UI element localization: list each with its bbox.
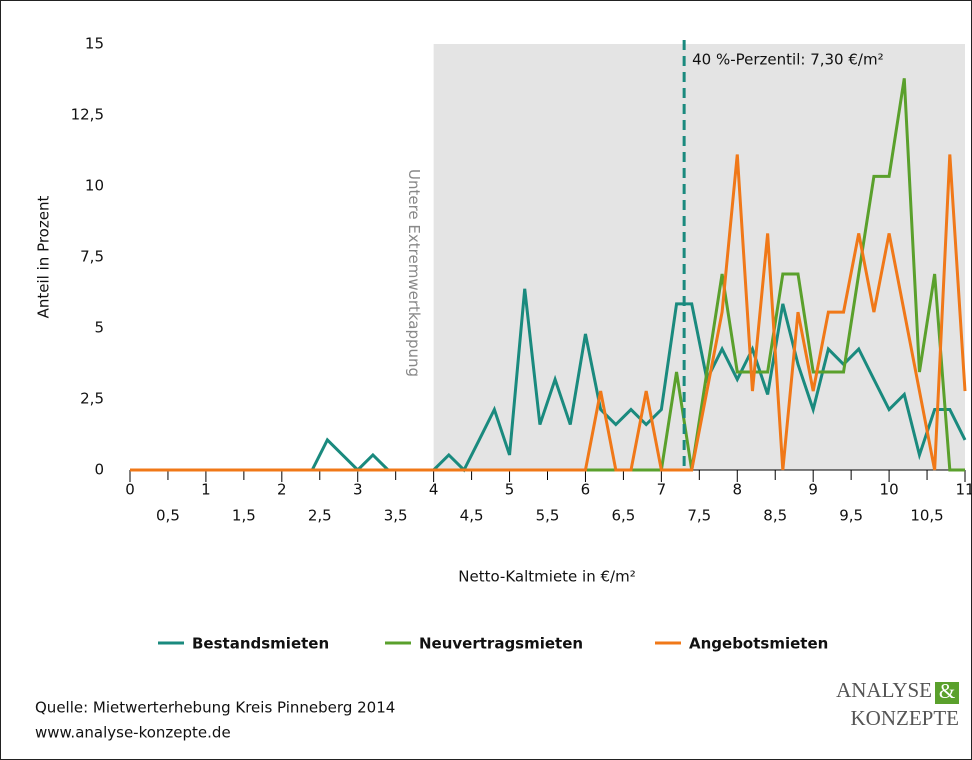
y-axis-title: Anteil in Prozent xyxy=(35,196,53,319)
legend-label: Bestandsmieten xyxy=(192,635,329,653)
logo-line1: ANALYSE xyxy=(836,678,932,702)
x-tick-label: 8 xyxy=(732,481,742,499)
shaded-region xyxy=(433,44,965,470)
y-tick-label: 10 xyxy=(85,177,104,195)
x-tick-label: 3,5 xyxy=(384,507,408,525)
x-tick-label: 10,5 xyxy=(910,507,943,525)
x-tick-label: 0 xyxy=(125,481,135,499)
x-tick-label: 6 xyxy=(581,481,591,499)
logo-amp-box xyxy=(935,682,959,704)
x-tick-label: 8,5 xyxy=(763,507,787,525)
legend-label: Angebotsmieten xyxy=(689,635,828,653)
y-tick-label: 7,5 xyxy=(80,248,104,266)
x-axis-title: Netto-Kaltmiete in €/m² xyxy=(458,568,635,586)
x-tick-label: 2,5 xyxy=(308,507,332,525)
x-tick-label: 4 xyxy=(429,481,439,499)
shaded-label: Untere Extremwertkappung xyxy=(405,169,423,377)
x-tick-label: 6,5 xyxy=(611,507,635,525)
logo-amp: & xyxy=(939,679,955,703)
y-tick-label: 0 xyxy=(94,461,104,479)
y-tick-label: 2,5 xyxy=(80,390,104,408)
x-tick-label: 9 xyxy=(808,481,818,499)
source: Quelle: Mietwerterhebung Kreis Pinneberg… xyxy=(35,699,395,717)
percentile-label: 40 %-Perzentil: 7,30 €/m² xyxy=(692,51,883,69)
x-tick-label: 2 xyxy=(277,481,287,499)
x-tick-label: 1 xyxy=(201,481,211,499)
url: www.analyse-konzepte.de xyxy=(35,724,231,742)
y-tick-label: 15 xyxy=(85,35,104,53)
series-line xyxy=(130,154,967,472)
x-tick-label: 5,5 xyxy=(536,507,560,525)
x-tick-label: 7,5 xyxy=(687,507,711,525)
y-tick-label: 12,5 xyxy=(71,106,104,124)
x-tick-label: 7 xyxy=(657,481,667,499)
x-tick-label: 1,5 xyxy=(232,507,256,525)
x-tick-label: 11 xyxy=(955,481,972,499)
x-tick-label: 10 xyxy=(880,481,899,499)
y-tick-label: 5 xyxy=(94,319,104,337)
legend-label: Neuvertragsmieten xyxy=(419,635,583,653)
x-tick-label: 3 xyxy=(353,481,363,499)
x-tick-label: 4,5 xyxy=(460,507,484,525)
plot-area: Untere Extremwertkappung02,557,51012,515… xyxy=(71,35,972,653)
logo-line2: KONZEPTE xyxy=(851,706,960,730)
x-tick-label: 5 xyxy=(505,481,515,499)
x-tick-label: 0,5 xyxy=(156,507,180,525)
x-tick-label: 9,5 xyxy=(839,507,863,525)
